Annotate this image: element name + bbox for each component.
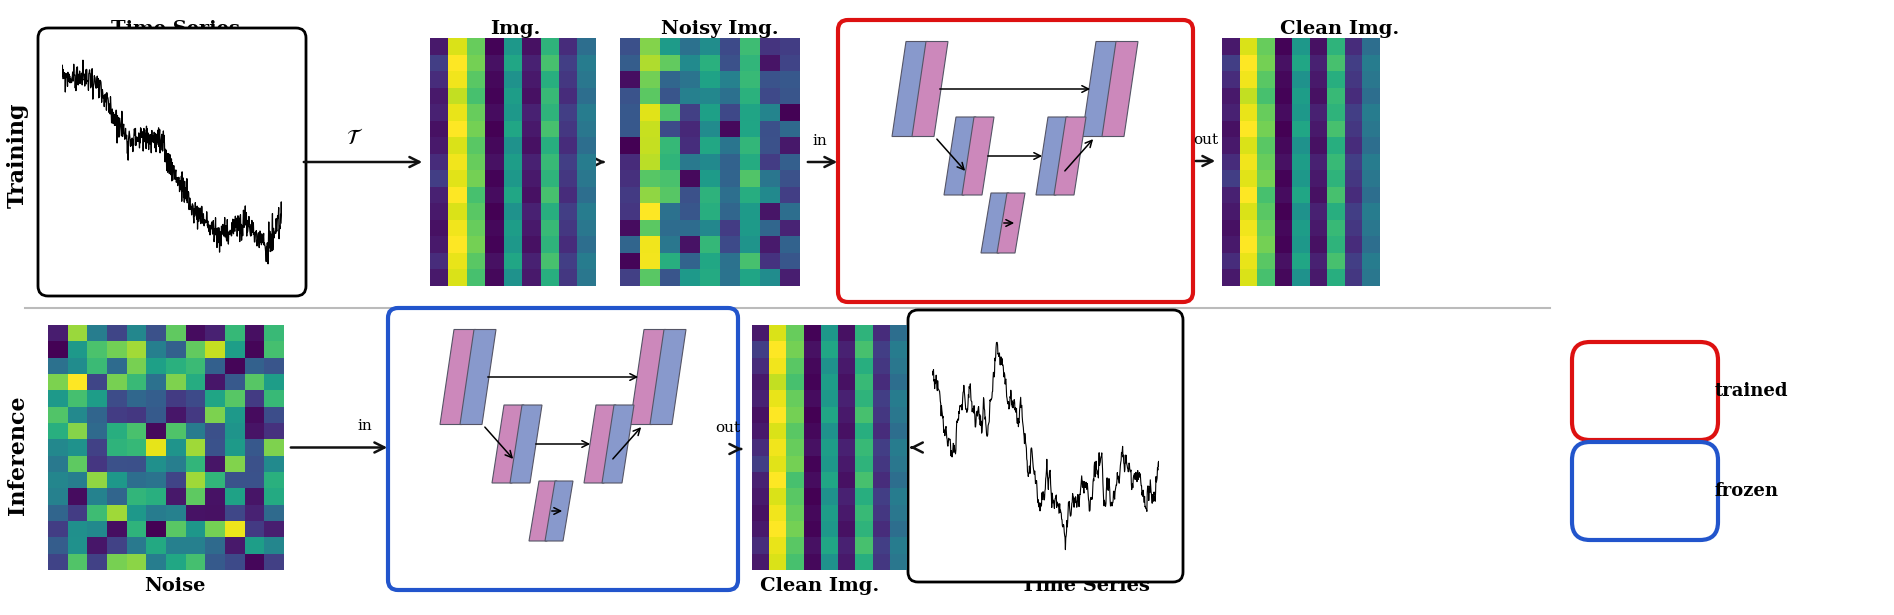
Text: Img.: Img. — [491, 20, 540, 38]
Text: $\mathcal{T}$: $\mathcal{T}$ — [347, 128, 364, 148]
Polygon shape — [1102, 41, 1138, 137]
Text: Noise: Noise — [144, 577, 206, 595]
FancyBboxPatch shape — [907, 310, 1184, 582]
Polygon shape — [650, 330, 686, 424]
Text: in: in — [813, 134, 828, 148]
Text: $\mathcal{T}^{-1}$: $\mathcal{T}^{-1}$ — [877, 411, 909, 434]
Polygon shape — [1036, 117, 1068, 195]
Text: Noisy Img.: Noisy Img. — [661, 20, 778, 38]
FancyBboxPatch shape — [837, 20, 1193, 302]
Polygon shape — [631, 330, 667, 424]
Polygon shape — [583, 405, 616, 483]
Polygon shape — [545, 481, 574, 541]
FancyBboxPatch shape — [38, 28, 307, 296]
Text: Clean Img.: Clean Img. — [759, 577, 879, 595]
Polygon shape — [492, 405, 525, 483]
Polygon shape — [460, 330, 496, 424]
Text: trained: trained — [1714, 382, 1788, 400]
Polygon shape — [509, 405, 542, 483]
FancyBboxPatch shape — [388, 308, 739, 590]
Polygon shape — [528, 481, 557, 541]
Polygon shape — [439, 330, 475, 424]
Polygon shape — [943, 117, 975, 195]
Polygon shape — [892, 41, 928, 137]
Text: U-Net: U-Net — [989, 20, 1051, 38]
Text: $+\mathcal{N}$: $+\mathcal{N}$ — [551, 129, 589, 148]
Polygon shape — [996, 193, 1025, 253]
Text: U-Net: U-Net — [508, 577, 572, 595]
Text: Clean Img.: Clean Img. — [1280, 20, 1400, 38]
Polygon shape — [962, 117, 994, 195]
Polygon shape — [1081, 41, 1117, 137]
Polygon shape — [981, 193, 1010, 253]
Text: Time Series: Time Series — [1021, 577, 1150, 595]
Text: frozen: frozen — [1714, 482, 1778, 500]
Polygon shape — [1053, 117, 1085, 195]
Text: Time Series: Time Series — [110, 20, 239, 38]
Text: out: out — [716, 421, 741, 435]
Text: out: out — [1193, 133, 1218, 147]
Text: in: in — [358, 419, 373, 434]
Text: Training: Training — [8, 102, 28, 208]
Polygon shape — [913, 41, 949, 137]
Text: Inference: Inference — [8, 395, 28, 515]
FancyBboxPatch shape — [1572, 442, 1718, 540]
Polygon shape — [602, 405, 634, 483]
FancyBboxPatch shape — [1572, 342, 1718, 440]
